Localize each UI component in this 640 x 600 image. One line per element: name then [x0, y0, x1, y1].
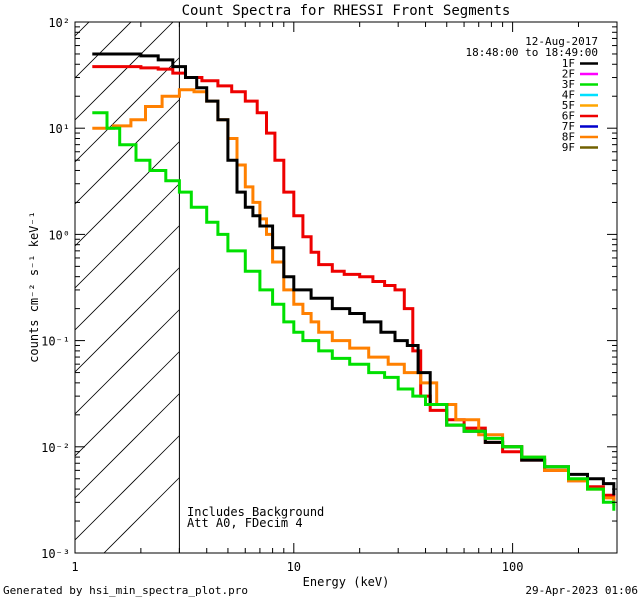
legend-label: 4F: [562, 89, 575, 102]
x-axis-label: Energy (keV): [303, 575, 390, 589]
y-tick-label: 10²: [48, 16, 70, 30]
legend-label: 6F: [562, 110, 575, 123]
hatch-line: [75, 309, 180, 415]
hatch-line: [75, 141, 180, 247]
legend-label: 8F: [562, 131, 575, 144]
x-tick-label: 100: [502, 560, 524, 574]
hatch-line: [75, 225, 180, 331]
legend-label: 1F: [562, 57, 575, 70]
hatch-line: [75, 99, 180, 205]
time-range-label: 18:48:00 to 18:49:00: [466, 46, 598, 59]
x-tick-label: 10: [287, 560, 301, 574]
y-tick-label: 10⁻¹: [41, 335, 70, 349]
x-tick-label: 1: [71, 560, 78, 574]
hatch-line: [75, 267, 180, 373]
y-tick-label: 10⁻²: [41, 441, 70, 455]
legend-label: 5F: [562, 99, 575, 112]
y-axis-label: counts cm⁻² s⁻¹ keV⁻¹: [27, 211, 41, 363]
plot-frame: [74, 21, 618, 554]
footer-generated: Generated by hsi_min_spectra_plot.pro: [3, 584, 249, 597]
legend-label: 9F: [562, 141, 575, 154]
attenuator-hatch: [75, 22, 180, 553]
legend-label: 7F: [562, 120, 575, 133]
y-tick-label: 10¹: [48, 122, 70, 136]
hatch-line: [75, 22, 132, 79]
hatch-line: [75, 435, 180, 541]
hatch-line: [75, 22, 90, 37]
date-label: 12-Aug-2017: [525, 35, 598, 48]
series-8F: [92, 88, 616, 506]
legend-label: 2F: [562, 68, 575, 81]
y-tick-label: 10⁰: [48, 228, 70, 242]
hatch-line: [75, 351, 180, 457]
y-tick-label: 10⁻³: [41, 547, 70, 561]
hatch-line: [75, 393, 180, 499]
footer-timestamp: 29-Apr-2023 01:06: [525, 584, 638, 597]
hatch-line: [75, 57, 180, 163]
annotation-background: Includes Background: [187, 505, 324, 519]
annotation-attenuator: Att A0, FDecim 4: [187, 516, 303, 530]
series-3F: [92, 111, 616, 511]
series-6F: [92, 65, 616, 503]
hatch-line: [75, 183, 180, 289]
chart-title: Count Spectra for RHESSI Front Segments: [182, 3, 511, 19]
legend-label: 3F: [562, 78, 575, 91]
hatch-line: [103, 477, 180, 553]
